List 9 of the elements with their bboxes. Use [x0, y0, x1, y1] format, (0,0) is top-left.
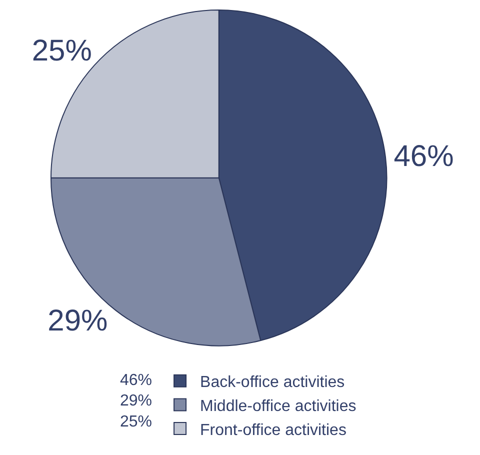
- data-label: 25%: [32, 34, 92, 68]
- text: 46%: [120, 372, 152, 389]
- legend-label: Back-office activities: [200, 374, 345, 392]
- data-label: 46%: [394, 140, 454, 174]
- legend-label: Front-office activities: [200, 422, 346, 439]
- text: 29%: [120, 392, 152, 410]
- text: 25%: [120, 413, 152, 430]
- legend-label: Middle-office activities: [200, 398, 356, 415]
- data-label: 29%: [48, 304, 108, 338]
